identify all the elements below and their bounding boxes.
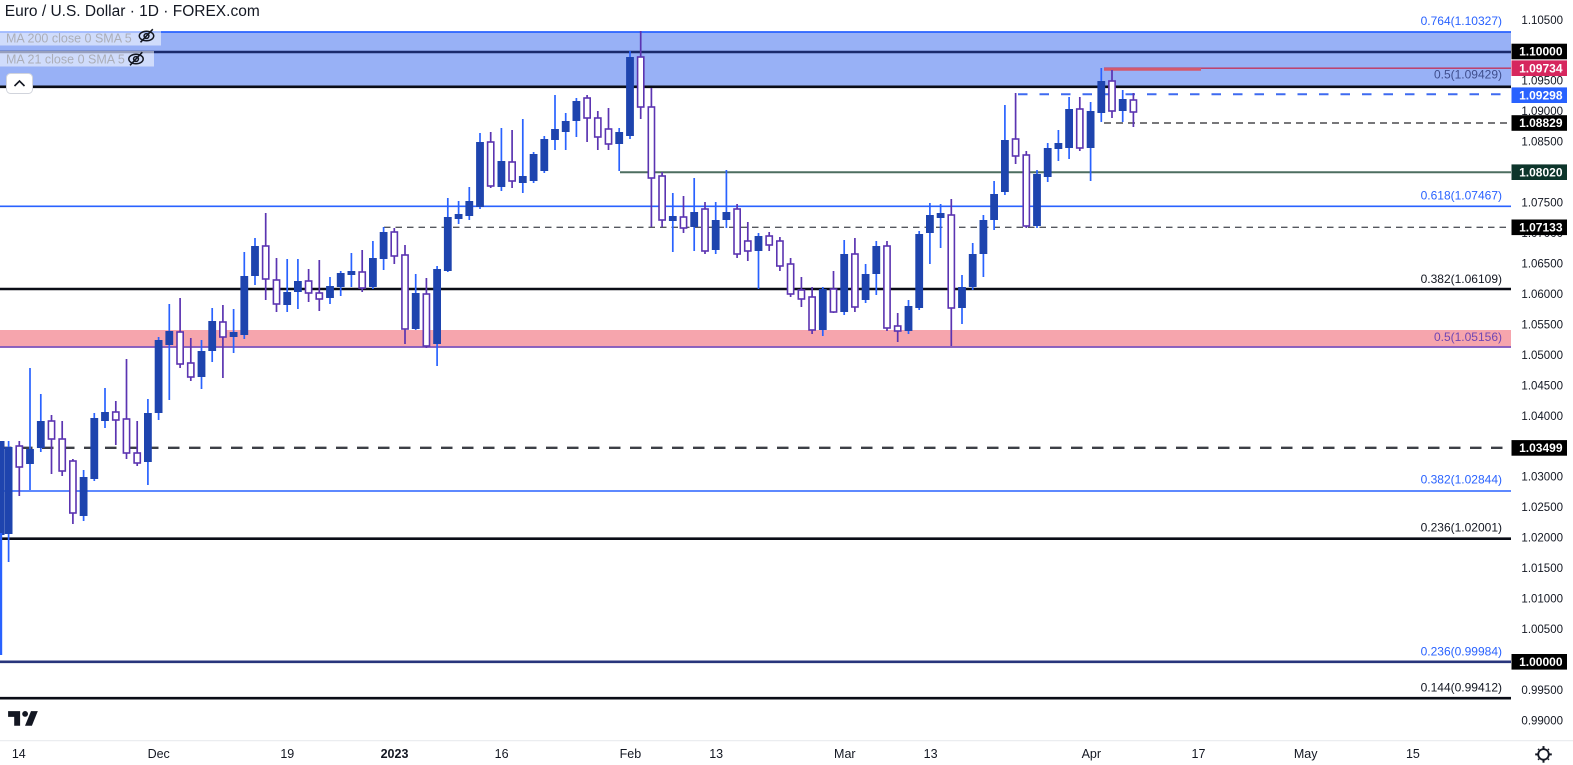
svg-text:0.236(1.02001): 0.236(1.02001)	[1421, 521, 1502, 535]
svg-text:1.07500: 1.07500	[1521, 198, 1563, 210]
svg-text:1.00500: 1.00500	[1521, 624, 1563, 636]
svg-text:0.764(1.10327): 0.764(1.10327)	[1421, 14, 1502, 28]
svg-text:1.09298: 1.09298	[1519, 88, 1563, 102]
svg-text:1.03000: 1.03000	[1521, 472, 1563, 484]
svg-text:1.01500: 1.01500	[1521, 563, 1563, 575]
svg-text:16: 16	[495, 747, 509, 761]
svg-text:MA 21 close 0 SMA 5: MA 21 close 0 SMA 5	[6, 53, 125, 67]
svg-text:15: 15	[1406, 747, 1420, 761]
svg-text:0.5(1.05156): 0.5(1.05156)	[1434, 330, 1502, 344]
svg-text:19: 19	[280, 747, 294, 761]
svg-text:1.05000: 1.05000	[1521, 350, 1563, 362]
svg-text:1.10500: 1.10500	[1521, 15, 1563, 27]
svg-text:Mar: Mar	[834, 747, 856, 761]
svg-text:1.10000: 1.10000	[1519, 45, 1563, 59]
svg-text:May: May	[1294, 747, 1318, 761]
svg-text:0.382(1.06109): 0.382(1.06109)	[1421, 272, 1502, 286]
svg-text:13: 13	[924, 747, 938, 761]
svg-text:1.04500: 1.04500	[1521, 380, 1563, 392]
svg-text:1.09734: 1.09734	[1519, 61, 1563, 75]
svg-text:1.08020: 1.08020	[1519, 165, 1563, 179]
svg-text:1.09500: 1.09500	[1521, 76, 1563, 88]
svg-text:1.04000: 1.04000	[1521, 411, 1563, 423]
svg-text:1.07133: 1.07133	[1519, 221, 1563, 235]
svg-text:Dec: Dec	[148, 747, 170, 761]
svg-text:1.09000: 1.09000	[1521, 106, 1563, 118]
svg-text:17: 17	[1192, 747, 1206, 761]
svg-text:0.382(1.02844): 0.382(1.02844)	[1421, 472, 1502, 486]
svg-text:0.618(1.07467): 0.618(1.07467)	[1421, 188, 1502, 202]
svg-text:1.06500: 1.06500	[1521, 258, 1563, 270]
svg-text:Euro / U.S. Dollar · 1D · FORE: Euro / U.S. Dollar · 1D · FOREX.com	[5, 3, 260, 20]
svg-text:Feb: Feb	[620, 747, 642, 761]
svg-text:0.99000: 0.99000	[1521, 715, 1563, 727]
svg-text:1.06000: 1.06000	[1521, 289, 1563, 301]
svg-text:0.5(1.09429): 0.5(1.09429)	[1434, 68, 1502, 82]
svg-text:14: 14	[12, 747, 26, 761]
svg-text:0.99500: 0.99500	[1521, 685, 1563, 697]
svg-text:1.02000: 1.02000	[1521, 533, 1563, 545]
svg-text:1.08500: 1.08500	[1521, 137, 1563, 149]
svg-text:2023: 2023	[381, 747, 409, 761]
svg-text:0.144(0.99412): 0.144(0.99412)	[1421, 680, 1502, 694]
svg-text:13: 13	[709, 747, 723, 761]
svg-text:1.08829: 1.08829	[1519, 116, 1563, 130]
svg-text:0.236(0.99984): 0.236(0.99984)	[1421, 644, 1502, 658]
svg-text:MA 200 close 0 SMA 5: MA 200 close 0 SMA 5	[6, 32, 132, 46]
svg-text:1.03499: 1.03499	[1519, 441, 1563, 455]
svg-text:1.02500: 1.02500	[1521, 502, 1563, 514]
svg-text:1.00000: 1.00000	[1519, 655, 1563, 669]
svg-text:1.05500: 1.05500	[1521, 319, 1563, 331]
svg-text:1.01000: 1.01000	[1521, 594, 1563, 606]
svg-text:Apr: Apr	[1082, 747, 1101, 761]
